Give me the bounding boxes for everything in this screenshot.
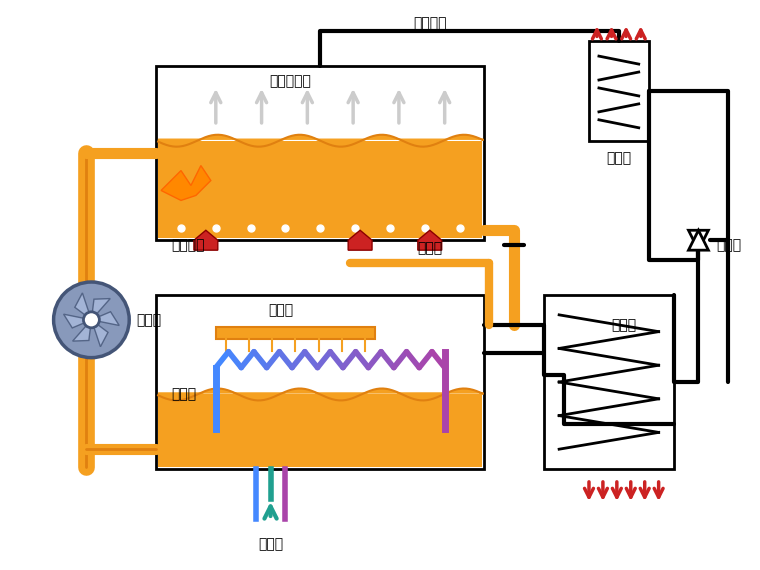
Bar — [158, 394, 483, 467]
Polygon shape — [348, 230, 372, 250]
Text: 浓溶液: 浓溶液 — [417, 241, 442, 255]
Text: 蒸发器: 蒸发器 — [611, 318, 636, 332]
Bar — [156, 66, 484, 240]
Circle shape — [84, 312, 100, 328]
Bar — [158, 141, 483, 238]
Text: 冷凝器: 冷凝器 — [606, 152, 632, 166]
Bar — [544, 295, 673, 469]
Text: 冷却水: 冷却水 — [258, 537, 283, 551]
Polygon shape — [91, 299, 110, 320]
Polygon shape — [91, 312, 119, 325]
Polygon shape — [73, 320, 91, 341]
Polygon shape — [91, 320, 108, 347]
Polygon shape — [161, 165, 211, 201]
Polygon shape — [418, 230, 442, 250]
Polygon shape — [64, 314, 91, 328]
Polygon shape — [689, 230, 708, 250]
Polygon shape — [689, 230, 708, 250]
Text: 蒸汽发生器: 蒸汽发生器 — [270, 74, 312, 88]
Text: 循环泵: 循环泵 — [136, 313, 161, 327]
Polygon shape — [74, 293, 91, 320]
Text: 加热过程: 加热过程 — [171, 238, 204, 252]
Text: 吸收器: 吸收器 — [268, 303, 293, 317]
Text: 稀溶液: 稀溶液 — [171, 388, 196, 401]
Bar — [589, 41, 649, 141]
Polygon shape — [194, 230, 218, 250]
Bar — [216, 327, 375, 339]
Circle shape — [54, 282, 129, 357]
Text: 节流阀: 节流阀 — [717, 238, 742, 252]
Bar — [156, 295, 484, 469]
Text: 制冷工质: 制冷工质 — [413, 17, 447, 30]
